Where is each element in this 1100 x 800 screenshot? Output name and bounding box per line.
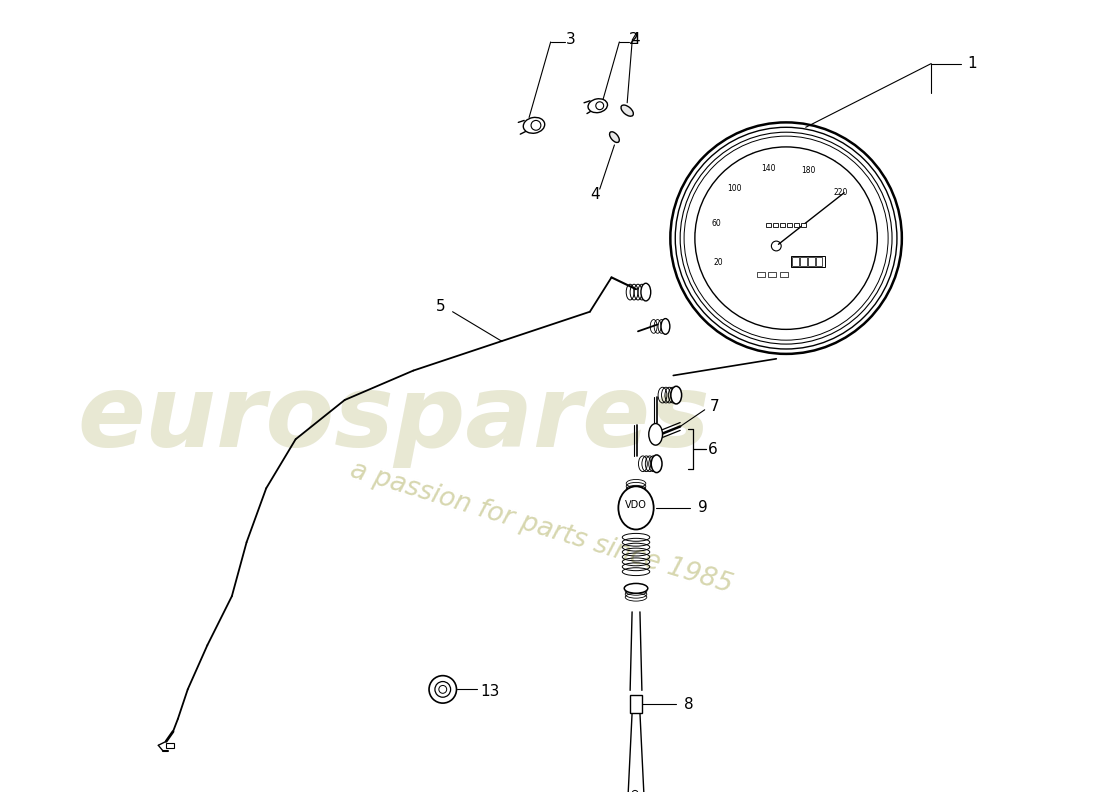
Text: 3: 3 xyxy=(565,33,575,47)
Ellipse shape xyxy=(649,423,662,445)
Bar xyxy=(794,223,799,227)
Ellipse shape xyxy=(618,486,653,530)
Bar xyxy=(792,257,799,266)
Text: 6: 6 xyxy=(707,442,717,457)
Circle shape xyxy=(429,676,456,703)
Bar xyxy=(769,273,777,278)
Bar xyxy=(788,223,792,227)
Text: 2: 2 xyxy=(629,33,639,47)
Text: 20: 20 xyxy=(714,258,724,267)
Text: eurospares: eurospares xyxy=(77,371,710,468)
Ellipse shape xyxy=(621,105,634,116)
Text: 7: 7 xyxy=(710,399,719,414)
Text: a passion for parts since 1985: a passion for parts since 1985 xyxy=(346,457,735,598)
Bar xyxy=(767,223,771,227)
Circle shape xyxy=(771,241,781,251)
Text: 180: 180 xyxy=(801,166,815,174)
Bar xyxy=(800,257,806,266)
Bar xyxy=(807,257,814,266)
Text: 9: 9 xyxy=(697,501,707,515)
Text: a passion for parts since 1985: a passion for parts since 1985 xyxy=(346,457,735,598)
Bar xyxy=(166,743,174,748)
Text: 60: 60 xyxy=(712,218,720,228)
Bar xyxy=(628,798,642,800)
Circle shape xyxy=(695,147,878,330)
Text: 5: 5 xyxy=(436,299,446,314)
Bar xyxy=(757,273,764,278)
Text: eurospares: eurospares xyxy=(77,371,710,468)
Bar xyxy=(815,257,823,266)
Text: 8: 8 xyxy=(684,697,694,711)
Text: 13: 13 xyxy=(481,684,499,699)
Bar xyxy=(780,223,785,227)
Text: 140: 140 xyxy=(761,164,776,173)
Bar xyxy=(773,223,779,227)
Text: 1: 1 xyxy=(968,56,977,71)
Bar xyxy=(630,695,642,713)
Text: 4: 4 xyxy=(590,186,600,202)
Text: 100: 100 xyxy=(727,184,741,193)
Bar xyxy=(791,256,825,266)
Text: 4: 4 xyxy=(630,33,640,47)
Ellipse shape xyxy=(651,455,662,473)
Ellipse shape xyxy=(624,583,648,594)
Ellipse shape xyxy=(661,318,670,334)
Text: 220: 220 xyxy=(834,188,848,197)
Ellipse shape xyxy=(524,118,544,134)
Ellipse shape xyxy=(641,283,651,301)
Ellipse shape xyxy=(609,132,619,142)
Text: VDO: VDO xyxy=(625,500,647,510)
Ellipse shape xyxy=(671,386,682,404)
Bar xyxy=(780,273,788,278)
Ellipse shape xyxy=(588,98,607,113)
Bar xyxy=(801,223,805,227)
